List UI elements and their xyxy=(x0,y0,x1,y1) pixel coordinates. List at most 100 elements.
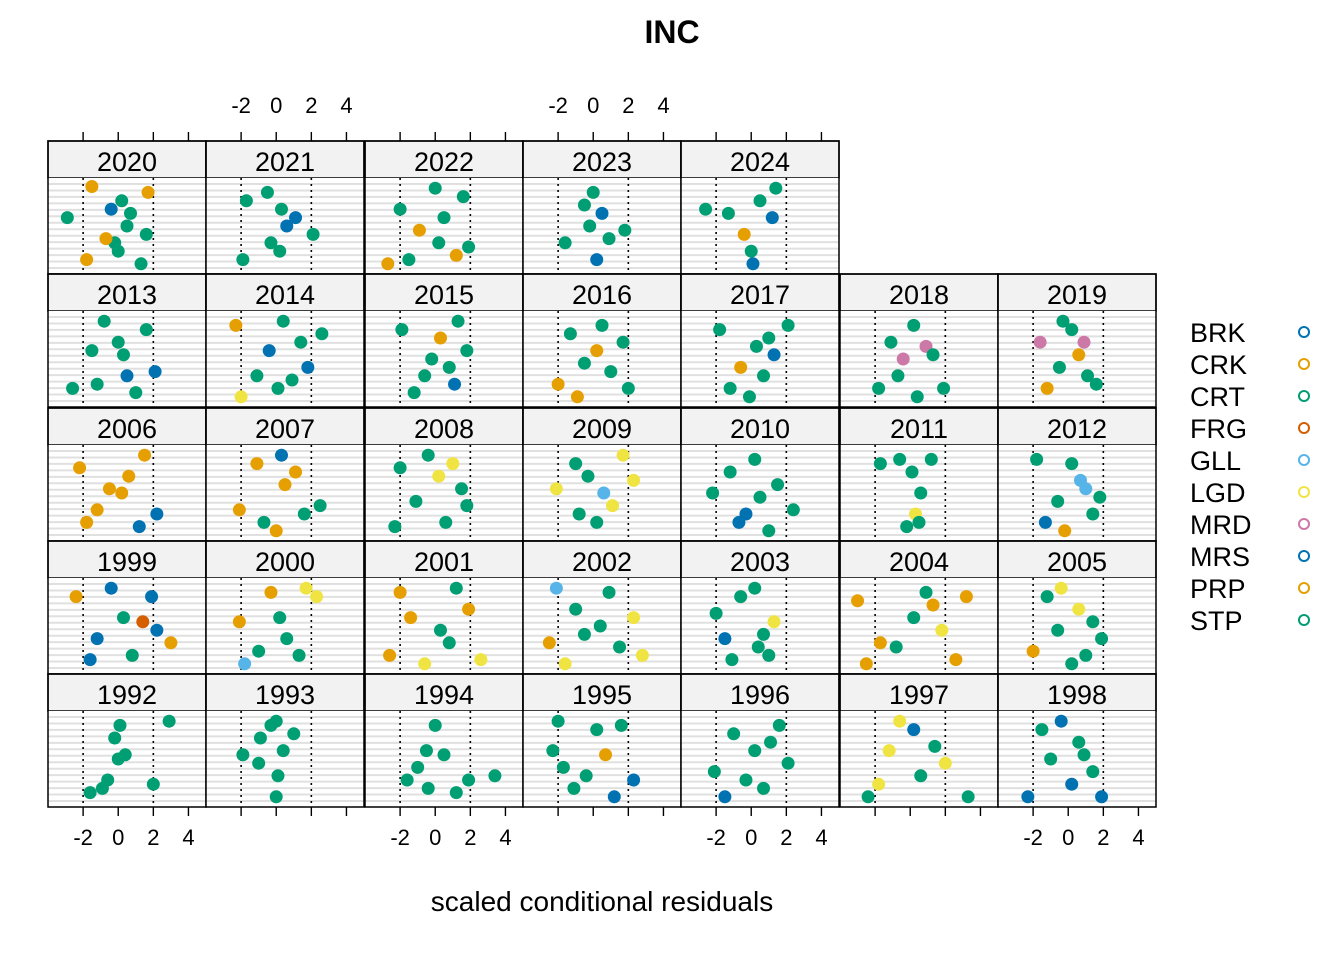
data-point xyxy=(924,452,938,466)
data-point xyxy=(919,585,933,599)
legend-marker xyxy=(1298,358,1310,370)
data-point xyxy=(292,648,306,662)
data-point xyxy=(572,507,586,521)
panel-strip xyxy=(680,673,840,712)
data-point xyxy=(85,180,99,194)
data-point xyxy=(150,507,164,521)
data-point xyxy=(1051,623,1065,637)
data-point xyxy=(136,615,150,629)
data-point xyxy=(442,636,456,650)
data-point xyxy=(1040,381,1054,395)
data-point xyxy=(425,352,439,366)
panel-border xyxy=(997,673,1157,808)
panel-1999: 1999 xyxy=(47,540,207,675)
data-point xyxy=(949,653,963,667)
data-point xyxy=(593,619,607,633)
panel-plot-area xyxy=(206,445,364,541)
data-point xyxy=(765,211,779,225)
data-point xyxy=(404,611,418,625)
data-point xyxy=(120,369,134,383)
x-tick-label: -2 xyxy=(231,93,251,118)
data-point xyxy=(749,339,763,353)
data-point xyxy=(1021,790,1035,804)
legend-label: PRP xyxy=(1190,574,1246,604)
data-point xyxy=(264,236,278,250)
x-tick-label: 4 xyxy=(657,93,669,118)
data-point xyxy=(905,465,919,479)
data-point xyxy=(402,253,416,267)
data-point xyxy=(910,390,924,404)
data-point xyxy=(914,486,928,500)
legend-marker xyxy=(1298,326,1310,338)
data-point xyxy=(723,381,737,395)
panel-strip xyxy=(47,273,207,312)
x-tick-label: 2 xyxy=(1097,825,1109,850)
data-point xyxy=(400,773,414,787)
data-point xyxy=(451,314,465,328)
data-point xyxy=(289,465,303,479)
data-point xyxy=(882,744,896,758)
data-point xyxy=(549,482,563,496)
panel-strip-label: 2006 xyxy=(97,414,157,444)
data-point xyxy=(460,344,474,358)
data-point xyxy=(907,723,921,737)
data-point xyxy=(748,581,762,595)
x-tick-label: 2 xyxy=(305,93,317,118)
panel-strip-label: 2023 xyxy=(572,147,632,177)
data-point xyxy=(269,790,283,804)
data-point xyxy=(287,727,301,741)
panel-2002: 2002 xyxy=(522,540,682,675)
x-tick-label: 0 xyxy=(112,825,124,850)
data-point xyxy=(1072,602,1086,616)
data-point xyxy=(253,731,267,745)
panel-strip-label: 2000 xyxy=(255,547,315,577)
data-point xyxy=(602,585,616,599)
panel-strip xyxy=(205,407,365,446)
panel-plot-area xyxy=(365,311,523,407)
data-point xyxy=(786,503,800,517)
data-point xyxy=(310,590,324,604)
panel-strip xyxy=(364,673,524,712)
data-point xyxy=(928,739,942,753)
data-point xyxy=(432,469,446,483)
data-point xyxy=(120,219,134,233)
data-point xyxy=(108,731,122,745)
x-tick-label: 4 xyxy=(340,93,352,118)
data-point xyxy=(707,765,721,779)
data-point xyxy=(83,786,97,800)
panel-strip-label: 2007 xyxy=(255,414,315,444)
panel-strip xyxy=(522,673,682,712)
panel-strip-label: 2005 xyxy=(1047,547,1107,577)
data-point xyxy=(269,524,283,538)
data-point xyxy=(569,457,583,471)
panel-border xyxy=(680,673,840,808)
data-point xyxy=(757,781,771,795)
data-point xyxy=(558,657,572,671)
data-point xyxy=(239,194,253,208)
data-point xyxy=(276,314,290,328)
panel-strip xyxy=(364,540,524,579)
panel-border xyxy=(205,273,365,408)
legend-label: BRK xyxy=(1190,318,1246,348)
data-point xyxy=(558,236,572,250)
data-point xyxy=(280,632,294,646)
data-point xyxy=(1040,590,1054,604)
panel-1997: 1997 xyxy=(839,673,999,808)
x-axis-col-3: -2 0 2 4 xyxy=(548,93,670,141)
data-point xyxy=(739,773,753,787)
x-axis-col-4: -2 0 2 4 xyxy=(706,807,828,850)
data-point xyxy=(618,223,632,237)
x-axis-col-6: -2 0 2 4 xyxy=(1023,807,1145,850)
data-point xyxy=(579,769,593,783)
panel-2013: 2013 xyxy=(47,273,207,408)
data-point xyxy=(315,327,329,341)
data-point xyxy=(462,773,476,787)
data-point xyxy=(583,219,597,233)
data-point xyxy=(907,318,921,332)
panel-2017: 2017 xyxy=(680,273,840,408)
legend-label: MRD xyxy=(1190,510,1252,540)
data-point xyxy=(433,331,447,345)
chart-title: INC xyxy=(644,14,699,50)
